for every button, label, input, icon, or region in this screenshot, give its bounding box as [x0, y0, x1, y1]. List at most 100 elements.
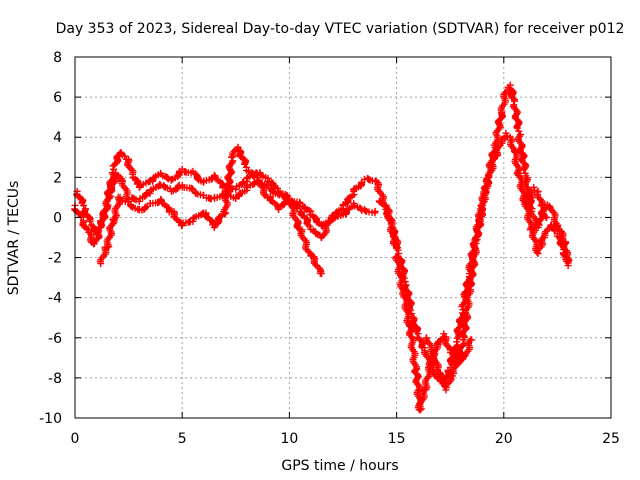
series-track-f	[422, 183, 551, 394]
data-point-run	[285, 197, 303, 233]
data-point-run	[350, 178, 366, 194]
data-point-run	[375, 197, 390, 210]
chart-title: Day 353 of 2023, Sidereal Day-to-day VTE…	[56, 21, 625, 37]
data-point-run	[534, 190, 546, 210]
data-point-run	[118, 177, 131, 203]
data-point-run	[159, 172, 172, 183]
x-tick-label: 20	[495, 431, 513, 447]
data-point-run	[416, 386, 428, 413]
data-point-run	[158, 196, 173, 216]
data-point-run	[236, 146, 250, 168]
x-tick-label: 25	[602, 431, 620, 447]
y-tick-label: 6	[53, 90, 62, 106]
data-point-run	[458, 286, 475, 341]
data-point-run	[109, 151, 123, 170]
series-track-b	[73, 169, 379, 241]
data-point-run	[485, 145, 500, 176]
data-point-run	[539, 204, 550, 221]
data-point-run	[422, 334, 436, 357]
data-point-run	[465, 241, 480, 290]
data-point-run	[160, 182, 174, 193]
data-point-run	[405, 322, 421, 374]
data-point-run	[307, 211, 325, 228]
data-point-run	[533, 233, 547, 254]
y-tick-label: 8	[53, 50, 62, 66]
data-point-run	[297, 208, 314, 230]
data-point-run	[510, 101, 523, 132]
data-point-run	[441, 372, 455, 391]
data-point-run	[106, 173, 119, 196]
data-point-run	[136, 189, 151, 202]
data-point-run	[229, 144, 242, 160]
x-tick-label: 15	[388, 431, 406, 447]
data-point-run	[389, 225, 402, 254]
data-point-run	[138, 202, 151, 214]
data-point-run	[220, 157, 237, 216]
data-point-run	[546, 205, 560, 227]
data-point-run	[233, 178, 248, 190]
data-point-run	[553, 221, 567, 243]
y-tick-label: -6	[48, 331, 62, 347]
data-point-run	[339, 191, 358, 209]
data-point-run	[299, 202, 313, 214]
data-point-run	[361, 207, 379, 217]
data-point-run	[167, 167, 184, 184]
y-tick-label: -4	[48, 291, 62, 307]
data-point-run	[256, 169, 272, 182]
x-tick-label: 5	[178, 431, 187, 447]
data-point-run	[242, 166, 259, 181]
data-point-run	[124, 155, 137, 178]
data-point-run	[117, 149, 129, 160]
data-point-run	[211, 172, 227, 192]
data-point-run	[413, 333, 427, 352]
series-track-c	[96, 143, 326, 278]
data-point-run	[502, 132, 511, 141]
data-point-run	[430, 350, 442, 377]
x-axis-label: GPS time / hours	[281, 458, 398, 474]
data-point-run	[531, 187, 541, 196]
data-point-run	[81, 205, 94, 224]
y-tick-label: -8	[48, 371, 62, 387]
data-point-run	[149, 170, 165, 185]
y-tick-label: 2	[53, 170, 62, 186]
data-point-run	[471, 205, 486, 244]
data-point-run	[178, 183, 196, 193]
data-point-run	[179, 217, 194, 227]
data-point-run	[99, 192, 114, 221]
data-point-run	[364, 174, 376, 185]
data-point-run	[73, 190, 87, 207]
data-point-run	[543, 201, 554, 211]
data-point-run	[202, 209, 217, 229]
y-tick-label: 4	[53, 130, 62, 146]
data-point-run	[560, 238, 572, 267]
data-point-run	[129, 174, 142, 188]
data-point-run	[490, 111, 506, 149]
y-tick-label: -2	[48, 251, 62, 267]
data-point-run	[421, 362, 434, 394]
data-point-run	[497, 89, 509, 116]
y-tick-label: -10	[39, 411, 62, 427]
data-point-run	[550, 223, 559, 235]
data-point-run	[506, 85, 518, 103]
axes: 0 5 10 15 20 25 -10 -8 -6 -4 -2 0 2 4 6 8	[39, 50, 620, 447]
data-point-run	[409, 313, 422, 336]
data-point-run	[308, 251, 325, 277]
data-point-run	[116, 196, 132, 206]
data-point-run	[478, 174, 493, 206]
data-point-run	[514, 131, 530, 174]
data-layer	[71, 81, 573, 414]
data-point-run	[169, 181, 183, 195]
y-axis-label: SDTVAR / TECUs	[6, 181, 22, 296]
data-point-run	[191, 188, 207, 199]
data-point-run	[383, 206, 396, 228]
data-point-run	[461, 336, 474, 359]
data-point-run	[254, 176, 272, 190]
data-point-run	[392, 253, 408, 294]
data-point-run	[235, 186, 251, 200]
x-tick-label: 0	[71, 431, 80, 447]
data-point-run	[181, 168, 195, 177]
data-point-run	[498, 133, 510, 144]
data-point-run	[128, 194, 140, 204]
data-point-run	[452, 339, 468, 364]
